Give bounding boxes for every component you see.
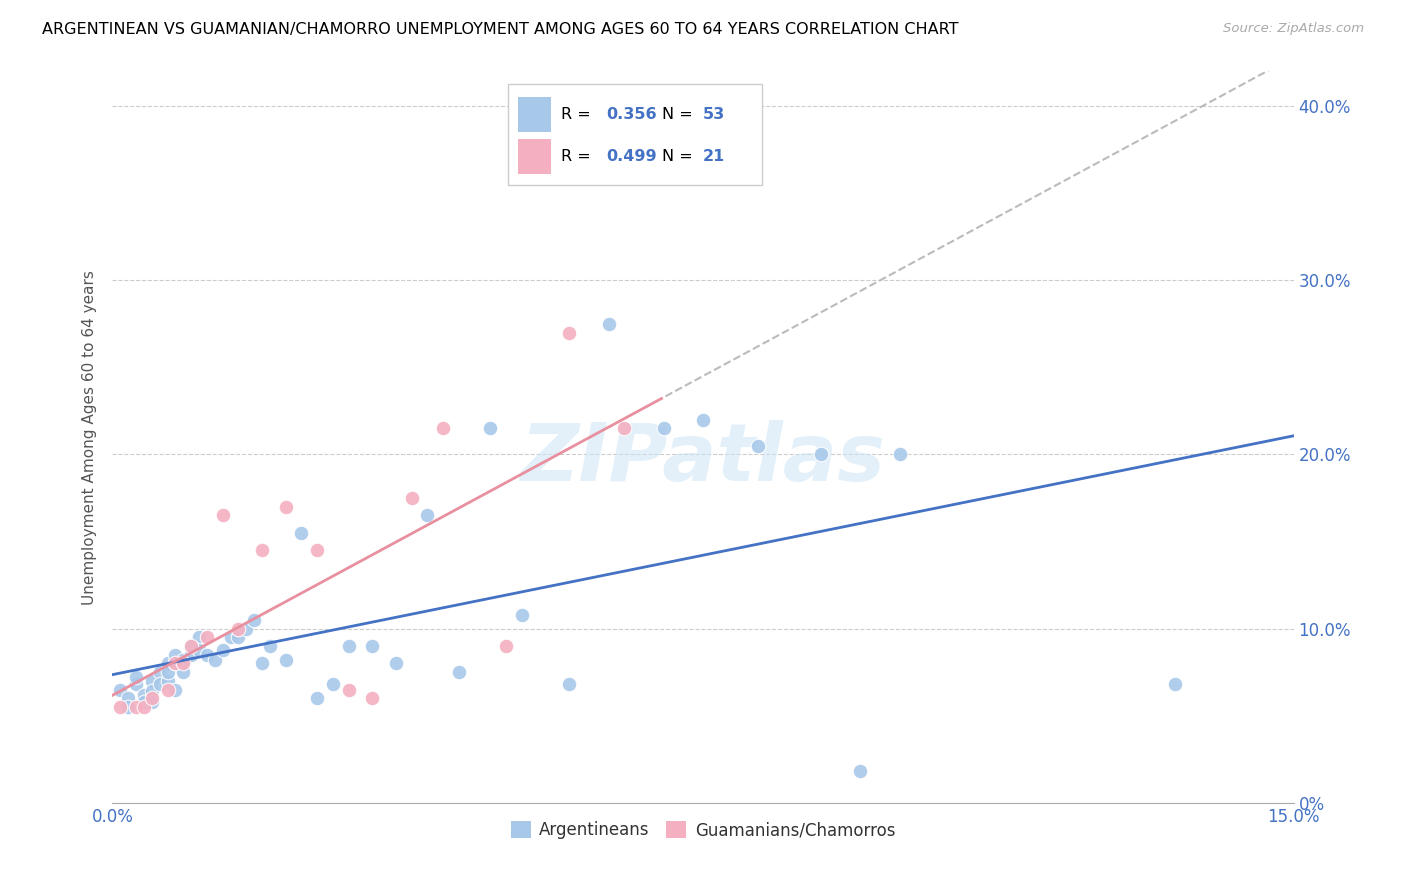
Text: 21: 21 [703, 150, 725, 164]
Point [889, 448, 911, 462]
Point [156, 657, 179, 671]
Point [228, 631, 250, 645]
Point [652, 421, 675, 435]
Point [132, 695, 155, 709]
Point [337, 682, 360, 697]
Text: N =: N = [662, 107, 697, 122]
Point [307, 691, 329, 706]
Point [613, 421, 636, 435]
Point [250, 543, 273, 558]
Point [117, 700, 139, 714]
Point [558, 326, 581, 340]
Point [117, 691, 139, 706]
Point [849, 764, 872, 779]
Point [165, 657, 187, 671]
Point [598, 317, 620, 331]
Point [188, 642, 211, 657]
Text: Source: ZipAtlas.com: Source: ZipAtlas.com [1223, 22, 1364, 36]
Point [307, 543, 329, 558]
Point [361, 639, 384, 653]
Point [401, 491, 423, 505]
FancyBboxPatch shape [508, 84, 762, 185]
Point [337, 639, 360, 653]
Point [290, 525, 312, 540]
Point [141, 691, 163, 706]
Text: R =: R = [561, 107, 596, 122]
Text: R =: R = [561, 150, 596, 164]
Point [259, 639, 281, 653]
Point [416, 508, 439, 523]
Point [165, 648, 187, 662]
Point [810, 448, 832, 462]
Point [165, 657, 187, 671]
Point [204, 653, 226, 667]
Point [228, 622, 250, 636]
Point [172, 665, 194, 680]
Point [195, 631, 218, 645]
Text: ZIPatlas: ZIPatlas [520, 420, 886, 498]
Point [274, 653, 297, 667]
Text: 53: 53 [703, 107, 725, 122]
Text: 0.356: 0.356 [606, 107, 657, 122]
Point [125, 670, 148, 684]
Point [180, 639, 202, 653]
Text: ARGENTINEAN VS GUAMANIAN/CHAMORRO UNEMPLOYMENT AMONG AGES 60 TO 64 YEARS CORRELA: ARGENTINEAN VS GUAMANIAN/CHAMORRO UNEMPL… [42, 22, 959, 37]
Text: 0.499: 0.499 [606, 150, 657, 164]
Point [235, 622, 257, 636]
Point [447, 665, 470, 680]
Legend: Argentineans, Guamanians/Chamorros: Argentineans, Guamanians/Chamorros [505, 814, 901, 846]
Point [1164, 677, 1187, 691]
Point [125, 700, 148, 714]
Point [149, 665, 172, 680]
Bar [517, 139, 551, 175]
Point [479, 421, 502, 435]
Point [156, 682, 179, 697]
Point [156, 673, 179, 688]
Point [132, 700, 155, 714]
Point [172, 653, 194, 667]
Bar [517, 97, 551, 132]
Point [141, 684, 163, 698]
Point [149, 677, 172, 691]
Point [211, 642, 233, 657]
Point [510, 607, 533, 622]
Point [180, 648, 202, 662]
Point [141, 673, 163, 688]
Point [180, 639, 202, 653]
Point [243, 613, 266, 627]
Point [165, 682, 187, 697]
Point [125, 677, 148, 691]
Text: N =: N = [662, 150, 697, 164]
Point [211, 508, 233, 523]
Point [250, 657, 273, 671]
Point [132, 688, 155, 702]
Point [558, 677, 581, 691]
Point [322, 677, 344, 691]
Point [110, 700, 132, 714]
Point [495, 639, 517, 653]
Point [172, 657, 194, 671]
Point [156, 665, 179, 680]
Point [188, 631, 211, 645]
Point [195, 648, 218, 662]
Point [385, 657, 408, 671]
Y-axis label: Unemployment Among Ages 60 to 64 years: Unemployment Among Ages 60 to 64 years [82, 269, 97, 605]
Point [361, 691, 384, 706]
Point [274, 500, 297, 514]
Point [219, 631, 242, 645]
Point [110, 682, 132, 697]
Point [692, 412, 714, 426]
Point [747, 439, 769, 453]
Point [432, 421, 454, 435]
Point [141, 695, 163, 709]
